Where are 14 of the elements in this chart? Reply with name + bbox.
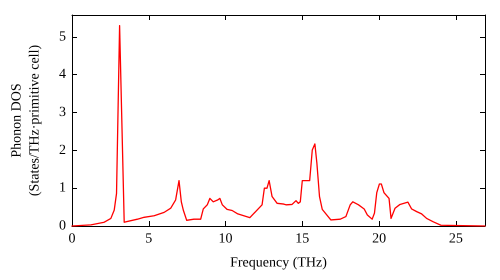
x-tick-label: 5 xyxy=(145,232,152,246)
y-tick-label: 3 xyxy=(59,105,66,120)
x-tick-label: 15 xyxy=(295,232,310,246)
y-axis-title: Phonon DOS (States/THz·primitive cell) xyxy=(10,44,42,196)
y-tick-label: 2 xyxy=(59,142,66,158)
x-tick-label: 0 xyxy=(68,232,76,246)
y-tick-label: 1 xyxy=(59,180,66,196)
x-tick-label: 25 xyxy=(448,232,463,246)
y-tick-label: 0 xyxy=(59,218,66,234)
x-axis-title: Frequency (THz) xyxy=(230,256,328,270)
x-tick-label: 20 xyxy=(372,232,386,246)
y-tick-label: 4 xyxy=(59,67,66,82)
x-tick-label: 10 xyxy=(218,232,233,246)
y-tick-label: 5 xyxy=(59,29,66,44)
